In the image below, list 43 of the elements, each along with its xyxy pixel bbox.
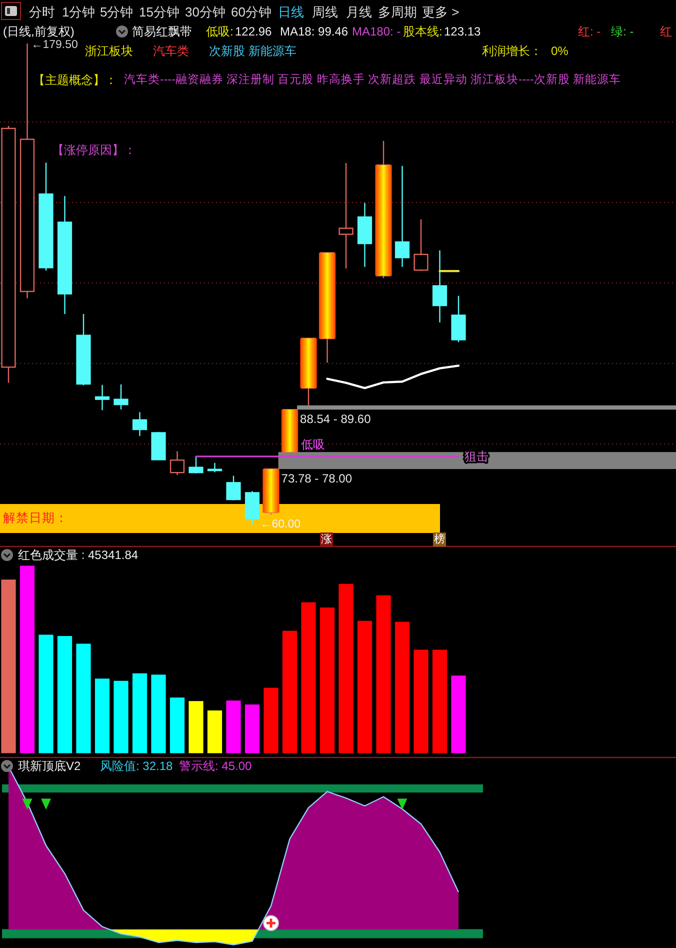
band-label: 88.54 - 89.60 <box>300 412 371 426</box>
annotation: ←60.00 <box>260 518 301 530</box>
annotation: MA180: - <box>352 24 401 38</box>
title: 红色成交量 : 45341.84 <box>18 548 138 562</box>
annotation: 涨 <box>320 532 333 546</box>
annotation: 红 <box>660 24 672 38</box>
annotation: 日线 <box>278 4 304 20</box>
annotation: 浙江板块 <box>85 44 133 58</box>
annotation: 【涨停原因】： <box>52 143 136 157</box>
annotation: 低吸 <box>301 438 325 452</box>
annotation: 15分钟 <box>139 4 180 20</box>
annotation: 次新股 新能源车 <box>209 44 296 58</box>
annotation: 0% <box>551 44 568 58</box>
annotation: 123.13 <box>444 24 481 38</box>
annotation: 榜 <box>433 532 446 546</box>
annotation: 122.96 <box>235 24 272 38</box>
annotation: 绿: - <box>611 24 634 38</box>
annotation: 多周期 <box>378 4 417 20</box>
annotation: 风险值: 32.18 <box>100 759 173 773</box>
annotation: MA18: 99.46 <box>280 24 348 38</box>
annotation: 汽车类 <box>153 44 189 58</box>
annotation: 1分钟 <box>62 4 96 20</box>
annotation: 30分钟 <box>185 4 226 20</box>
title: (日线,前复权) <box>3 24 74 38</box>
annotation: 分时 <box>29 4 55 20</box>
annotation: 解禁日期： <box>3 511 68 525</box>
annotation: 警示线: 45.00 <box>179 759 252 773</box>
annotation: 股本线: <box>403 24 442 38</box>
annotation: 利润增长： <box>482 44 542 58</box>
annotation: 红: - <box>578 24 601 38</box>
series-name: 狙击 <box>464 449 488 464</box>
annotation: 低吸: <box>206 24 234 38</box>
annotation: 周线 <box>312 4 338 20</box>
annotation: 月线 <box>346 4 372 20</box>
annotation: 60分钟 <box>231 4 272 20</box>
annotation: 更多 > <box>422 4 460 20</box>
title: 琪新顶底V2 <box>18 759 81 773</box>
annotation: 【主题概念】： <box>33 73 117 87</box>
band-label: 73.78 - 78.00 <box>281 472 352 486</box>
annotation: 5分钟 <box>100 4 134 20</box>
annotation: ←179.50 <box>31 39 78 51</box>
subtitle: 简易红飘带 <box>132 24 192 38</box>
annotation: 汽车类----融资融券 深注册制 百元股 昨高换手 次新超跌 最近异动 浙江板块----次新股 新能源车 <box>124 74 622 86</box>
